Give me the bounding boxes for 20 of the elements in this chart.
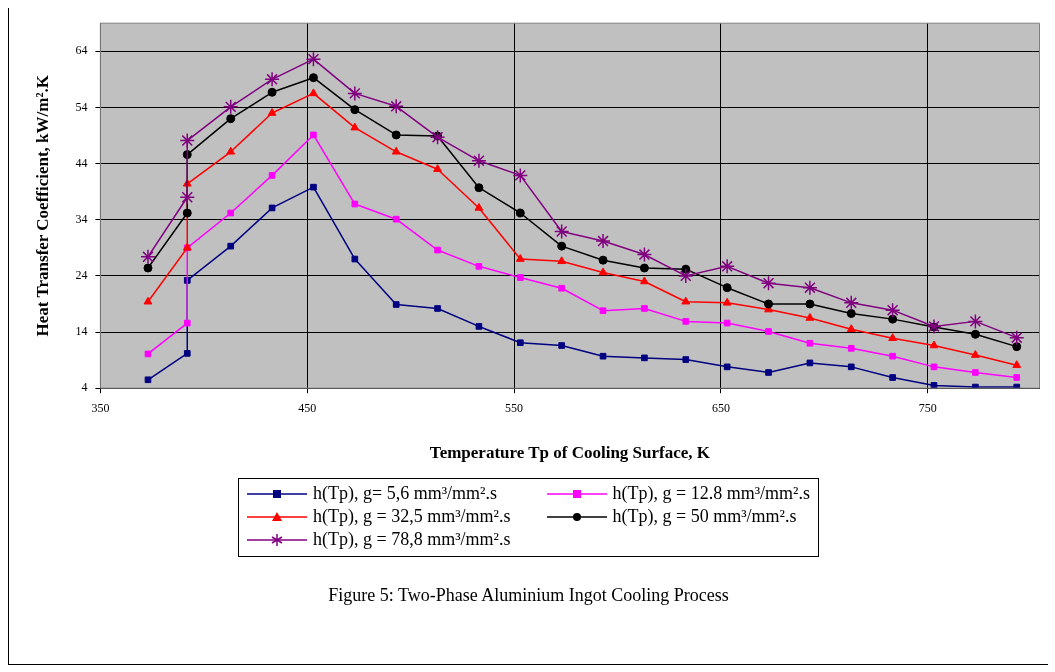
legend-label: h(Tp), g = 32,5 mm³/mm².s [313,506,511,527]
y-tick-label: 24 [75,268,88,283]
caption: Figure 5: Two-Phase Aluminium Ingot Cooling Process [327,585,730,606]
x-tick-label: 550 [505,400,524,415]
y-tick-label: 44 [75,155,88,170]
x-tick-label: 450 [298,400,317,415]
legend-label: h(Tp), g = 12.8 mm³/mm².s [612,483,810,504]
x-tick-label: 750 [918,400,937,415]
y-tick-label: 54 [75,99,88,114]
y-tick-label: 64 [75,43,88,58]
x-tick-label: 650 [711,400,730,415]
x-tick-label: 350 [91,400,110,415]
y-axis-title: Heat Transfer Coefficient, kW/m².K [32,74,52,337]
legend-label: h(Tp), g = 50 mm³/mm².s [612,506,797,527]
y-tick-label: 4 [81,380,88,395]
legend-label: h(Tp), g= 5,6 mm³/mm².s [313,483,497,504]
y-tick-label: 34 [75,211,88,226]
y-tick-label: 14 [75,324,88,339]
legend-label: h(Tp), g = 78,8 mm³/mm².s [313,529,511,550]
x-axis-title: Temperature Tp of Cooling Surface, K [429,443,711,463]
